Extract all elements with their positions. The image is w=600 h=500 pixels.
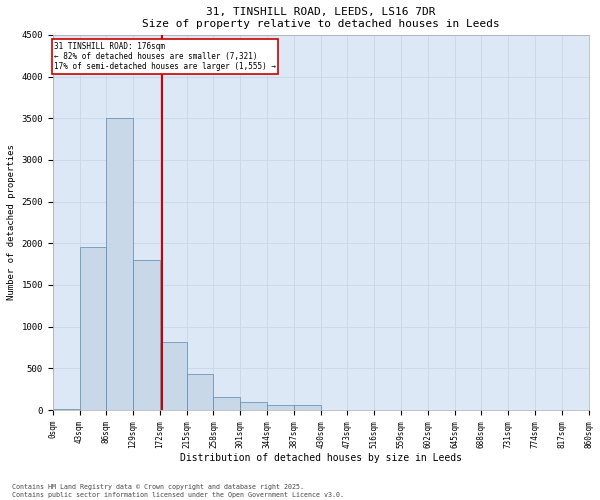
Bar — [133, 260, 160, 410]
Bar — [160, 342, 187, 410]
X-axis label: Distribution of detached houses by size in Leeds: Distribution of detached houses by size … — [179, 453, 461, 463]
Text: Contains HM Land Registry data © Crown copyright and database right 2025.
Contai: Contains HM Land Registry data © Crown c… — [12, 484, 344, 498]
Bar — [214, 396, 240, 410]
Bar — [267, 404, 294, 410]
Bar — [240, 402, 267, 410]
Title: 31, TINSHILL ROAD, LEEDS, LS16 7DR
Size of property relative to detached houses : 31, TINSHILL ROAD, LEEDS, LS16 7DR Size … — [142, 7, 500, 28]
Bar — [80, 248, 106, 410]
Bar — [106, 118, 133, 410]
Bar — [53, 409, 80, 410]
Bar — [294, 406, 320, 410]
Text: 31 TINSHILL ROAD: 176sqm
← 82% of detached houses are smaller (7,321)
17% of sem: 31 TINSHILL ROAD: 176sqm ← 82% of detach… — [54, 42, 276, 72]
Y-axis label: Number of detached properties: Number of detached properties — [7, 144, 16, 300]
Bar — [187, 374, 214, 410]
